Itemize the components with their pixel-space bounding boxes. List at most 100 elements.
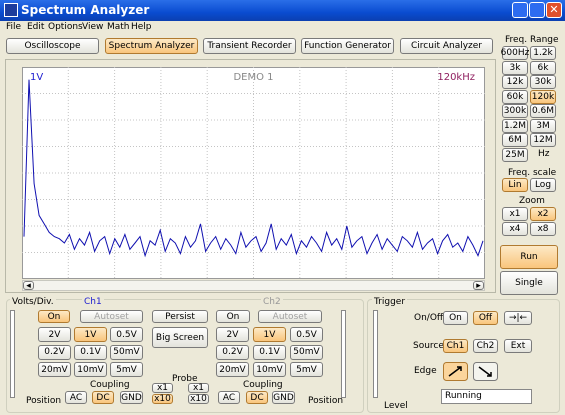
ch1-range-button[interactable]: 50mV [110,344,143,360]
ch1-coupling-button[interactable]: GND [120,391,143,404]
freq-unit: Hz [538,149,550,159]
zoom-title: Zoom [519,196,545,206]
menu-item[interactable]: Help [131,22,152,32]
ch2-range-button[interactable]: 0.2V [216,344,249,360]
tab-button[interactable]: Circuit Analyzer [400,38,493,54]
ch2-range-button[interactable]: 1V [253,327,286,342]
freq-range-button[interactable]: 0.6M [530,104,556,118]
trigger-frame [367,299,560,413]
scroll-left[interactable]: ◂ [23,281,34,291]
tab-button[interactable]: Oscilloscope [6,38,99,54]
freq-range-button[interactable]: 6M [502,133,528,147]
ch1-range-button[interactable]: 0.1V [74,344,107,360]
ch1-range-button[interactable]: 0.5V [110,327,143,342]
big-screen-button[interactable]: Big Screen [152,327,208,348]
freq-range-button[interactable]: 12k [502,75,528,89]
freq-range-button[interactable]: 600Hz [500,46,530,60]
ch2-title: Ch2 [261,297,283,307]
ch1-position-slider[interactable] [10,310,15,398]
freq-range-button[interactable]: 120k [530,89,556,104]
ch1-range-button[interactable]: 20mV [38,362,71,377]
ch1-range-button[interactable]: 10mV [74,362,107,377]
maximize-button[interactable] [529,2,545,18]
ch2-range-button[interactable]: 10mV [253,362,286,377]
freq-range-button[interactable]: 25M [502,147,528,162]
ch1-coupling-button[interactable]: DC [92,391,114,404]
ch2-range-button[interactable]: 0.1V [253,344,286,360]
freq-range-button[interactable]: 3k [502,60,528,75]
probe-button[interactable]: x10 [188,394,209,404]
probe-button[interactable]: x10 [152,394,173,404]
volts-div-label: Volts/Div. [10,297,56,307]
freq-range-button[interactable]: 3M [530,118,556,133]
level-slider[interactable] [373,310,378,398]
trigger-off-button[interactable]: Off [473,311,498,325]
ch1-range-button[interactable]: 1V [74,327,107,342]
ch1-range-button[interactable]: 2V [38,327,71,342]
edge-icons [443,362,498,381]
trigger-source-button[interactable]: Ch1 [443,339,468,353]
app-icon [4,3,18,17]
menu-item[interactable]: View [82,22,104,32]
freq-range-button[interactable]: 1.2k [530,46,556,60]
ch2-coupling-button[interactable]: DC [246,391,268,404]
ch1-range-button[interactable]: 5mV [110,362,143,377]
ch2-range-button[interactable]: 0.5V [290,327,323,342]
scrollbar[interactable] [22,280,485,291]
ch1-coupling-button[interactable]: AC [65,391,87,404]
ch2-coupling-button[interactable]: GND [272,391,295,404]
ch2-range-button[interactable]: 2V [216,327,249,342]
edge-rising-icon [448,366,462,377]
probe-button[interactable]: x1 [152,383,173,393]
tab-button[interactable]: Function Generator [301,38,394,54]
trigger-source-button[interactable]: Ch2 [473,339,498,353]
freq-range-button[interactable]: 1.2M [502,118,528,133]
menu-item[interactable]: Options [48,22,83,32]
ch1-position-label: Position [26,396,62,406]
freq-range-button[interactable]: 30k [530,75,556,89]
freq-scale-title: Freq. scale [508,168,557,178]
menu-item[interactable]: File [6,22,22,32]
ch1-autoset-button[interactable]: Autoset [80,310,143,323]
ch2-on-button[interactable]: On [216,310,250,323]
screen-left-label: 1V [30,72,43,83]
close-button[interactable]: ✕ [546,2,562,18]
single-button[interactable]: Single [500,271,558,295]
tab-button[interactable]: Spectrum Analyzer [105,38,198,54]
ch2-position-slider[interactable] [341,310,346,398]
zoom-button[interactable]: x2 [530,207,556,221]
freq-range-button[interactable]: 6k [530,60,556,75]
title-bar [0,0,565,21]
ch2-range-button[interactable]: 20mV [216,362,249,377]
scroll-right[interactable]: ▸ [473,281,484,291]
zoom-button[interactable]: x8 [530,221,556,236]
persist-button[interactable]: Persist [152,310,208,323]
ch2-autoset-button[interactable]: Autoset [258,310,322,323]
zoom-button[interactable]: x4 [502,221,528,236]
ch1-on-button[interactable]: On [38,310,70,323]
window-title: Spectrum Analyzer [21,3,150,17]
zoom-button[interactable]: x1 [502,207,528,221]
ch2-coupling-button[interactable]: AC [218,391,240,404]
menu-item[interactable]: Math [107,22,130,32]
freq-scale-button[interactable]: Log [530,178,556,192]
probe-button[interactable]: x1 [188,383,209,393]
freq-range-button[interactable]: 12M [530,133,556,147]
freq-range-button[interactable]: 60k [502,89,528,104]
freq-range-button[interactable]: 300k [502,104,528,118]
freq-scale-button[interactable]: Lin [502,178,528,192]
tab-button[interactable]: Transient Recorder [203,38,296,54]
trigger-source-button[interactable]: Ext [504,339,532,353]
run-button[interactable]: Run [500,245,558,269]
trigger-edge-label: Edge [414,366,437,376]
trigger-center-button[interactable]: →|← [504,311,532,325]
minimize-button[interactable] [512,2,528,18]
ch2-range-button[interactable]: 50mV [290,344,323,360]
screen-right-label: 120kHz [437,72,475,83]
ch1-range-button[interactable]: 0.2V [38,344,71,360]
menu-item[interactable]: Edit [27,22,45,32]
volts-frame [6,299,364,413]
trigger-onoff-label: On/Off [414,313,444,323]
trigger-on-button[interactable]: On [443,311,468,325]
ch2-range-button[interactable]: 5mV [290,362,323,377]
